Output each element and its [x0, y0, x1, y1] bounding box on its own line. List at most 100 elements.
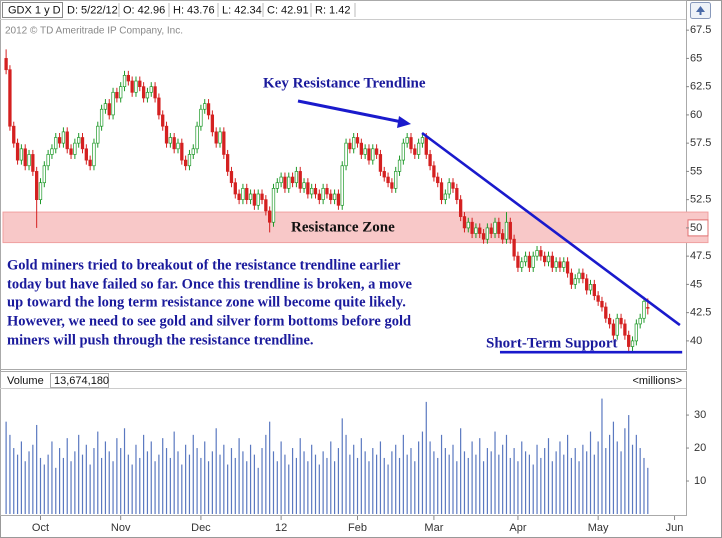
candle-body	[264, 199, 268, 212]
candle-body	[336, 193, 341, 206]
candle	[214, 127, 218, 148]
candle	[585, 274, 589, 295]
candle-body	[130, 80, 134, 93]
candle	[512, 234, 516, 261]
candle-body	[504, 221, 509, 240]
candle	[157, 93, 161, 120]
candle-body	[12, 125, 16, 144]
candle-body	[512, 238, 516, 257]
candle	[413, 144, 417, 159]
candle-body	[592, 284, 596, 297]
candle	[4, 49, 8, 75]
candle	[298, 166, 302, 193]
candle-body	[19, 148, 24, 161]
candle	[340, 161, 344, 210]
candle-body	[38, 182, 43, 200]
candle-body	[443, 193, 448, 200]
x-tick-label: 12	[275, 522, 287, 534]
candle-body	[225, 154, 230, 172]
candle	[313, 183, 318, 199]
symbol: GDX 1 y D	[8, 4, 61, 16]
candle	[57, 132, 62, 148]
candle-body	[80, 137, 85, 150]
candle	[535, 245, 539, 261]
candle-body	[523, 255, 528, 263]
candle-body	[111, 91, 115, 116]
header-range: R: 1.42	[315, 4, 350, 16]
candle-body	[627, 334, 631, 347]
candle	[233, 178, 237, 199]
candle-body	[516, 255, 520, 268]
candle	[161, 110, 165, 131]
candle	[634, 319, 638, 346]
candle-body	[539, 250, 543, 257]
candle-body	[69, 148, 73, 155]
candle	[187, 149, 192, 171]
candle	[451, 178, 455, 193]
candle-body	[554, 261, 558, 268]
candle	[596, 291, 600, 306]
candle-body	[623, 323, 627, 336]
candle	[611, 319, 616, 340]
candle	[455, 183, 459, 205]
candle-body	[371, 148, 375, 161]
candle	[516, 251, 520, 272]
candle-body	[306, 182, 310, 195]
candle-body	[252, 193, 257, 206]
candle-body	[344, 142, 348, 167]
candle-body	[546, 255, 551, 263]
candle	[206, 99, 211, 120]
candle	[527, 251, 532, 272]
candle	[218, 127, 222, 148]
candle-body	[348, 142, 352, 150]
candle	[623, 319, 627, 340]
candle	[271, 183, 276, 227]
candle	[19, 144, 24, 165]
candle	[275, 178, 279, 193]
candle	[428, 149, 432, 171]
candle-body	[157, 97, 161, 116]
candle	[573, 274, 577, 289]
candle	[50, 144, 54, 159]
candle	[420, 132, 425, 148]
candle-body	[122, 75, 127, 88]
candle-body	[611, 323, 616, 336]
symbol-box	[2, 2, 63, 18]
candle-body	[394, 171, 398, 189]
zone-label: Resistance Zone	[291, 219, 395, 235]
candle	[77, 132, 81, 148]
candle	[183, 155, 188, 171]
candle	[497, 217, 501, 239]
candle-body	[562, 261, 566, 268]
y-tick-label: 55	[690, 165, 702, 177]
candle	[31, 149, 35, 176]
candle	[371, 144, 375, 165]
candle	[374, 144, 379, 159]
candle-body	[42, 165, 46, 184]
candle	[241, 183, 245, 205]
candle-body	[501, 233, 505, 240]
candle-body	[214, 131, 218, 144]
candle-body	[50, 148, 54, 155]
candle-body	[485, 227, 490, 240]
candle-body	[424, 137, 428, 155]
candle-body	[619, 317, 623, 325]
candle	[279, 172, 283, 188]
candle-body	[405, 137, 409, 144]
candle-body	[96, 125, 100, 144]
candle	[397, 155, 402, 176]
candle-body	[65, 131, 69, 150]
candle-body	[478, 227, 482, 234]
candle-body	[359, 142, 363, 155]
candle	[474, 223, 478, 239]
candle	[42, 161, 46, 188]
candle	[550, 251, 554, 272]
header-low: L: 42.34	[222, 4, 262, 16]
candle	[562, 257, 566, 272]
candle-body	[61, 131, 66, 144]
candle-body	[298, 171, 302, 189]
candle	[344, 138, 348, 171]
candle	[531, 251, 535, 272]
header-close: C: 42.91	[267, 4, 309, 16]
